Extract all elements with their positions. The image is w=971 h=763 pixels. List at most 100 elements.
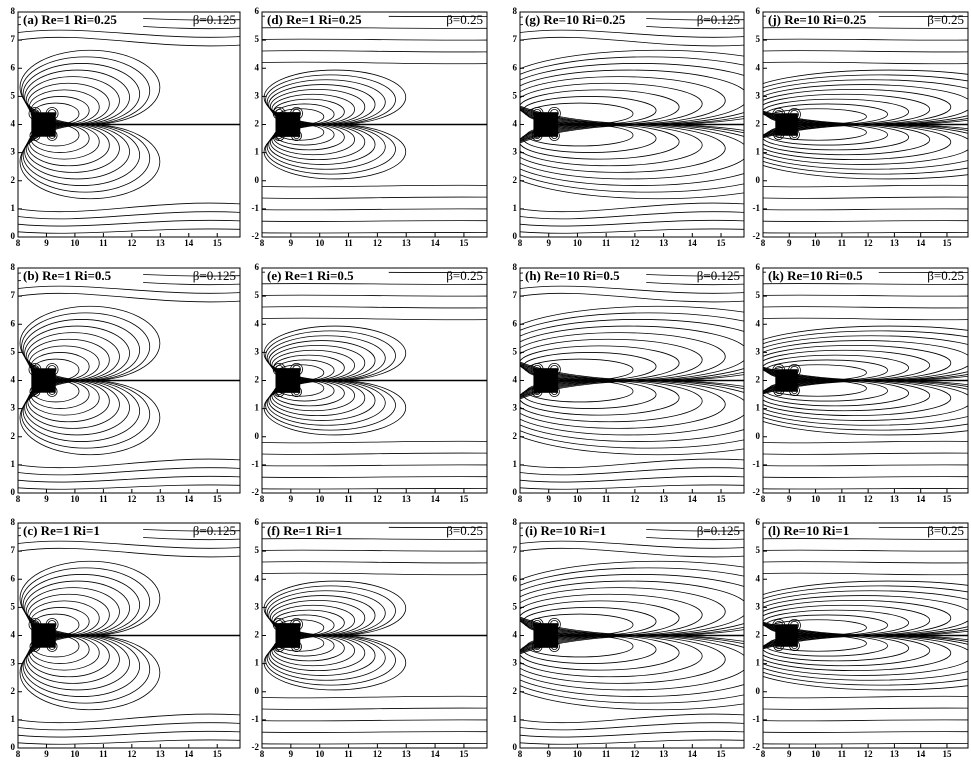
y-tick-label: 1 <box>255 147 260 157</box>
x-tick-label: 9 <box>289 749 294 759</box>
y-tick-label: 1 <box>756 403 761 413</box>
x-tick-label: 8 <box>518 494 523 504</box>
streamline <box>262 572 487 576</box>
x-tick-label: 12 <box>864 749 874 759</box>
obstacle <box>775 624 798 647</box>
title-bg <box>766 524 879 538</box>
panel-title: (b) Re=1 Ri=0.5 <box>23 268 112 283</box>
streamline <box>18 730 240 738</box>
y-tick-label: 2 <box>513 686 518 696</box>
panel-title: (i) Re=10 Ri=1 <box>525 523 606 538</box>
streamline <box>262 294 487 297</box>
y-tick-label: 8 <box>11 6 16 16</box>
streamlines <box>18 15 240 234</box>
y-tick-label: 0 <box>255 431 260 441</box>
x-tick-label: 10 <box>315 494 325 504</box>
y-tick-label: -1 <box>753 714 761 724</box>
streamline <box>520 228 744 234</box>
streamline <box>520 484 744 490</box>
x-tick-label: 11 <box>602 749 611 759</box>
y-tick-label: 1 <box>756 147 761 157</box>
x-tick-label: 13 <box>659 749 669 759</box>
streamline <box>262 731 487 733</box>
streamline <box>520 547 744 558</box>
y-tick-label: -1 <box>252 459 260 469</box>
streamline <box>262 549 487 552</box>
y-tick-label: 8 <box>513 6 518 16</box>
streamline <box>262 50 487 53</box>
x-tick-label: 10 <box>811 238 821 248</box>
y-tick-label: -1 <box>753 203 761 213</box>
obstacle <box>533 623 559 648</box>
y-tick-label: 1 <box>11 714 16 724</box>
panel-annotation: β=0.25 <box>446 268 483 283</box>
y-tick-label: 5 <box>756 34 761 44</box>
y-tick-label: 3 <box>255 601 260 611</box>
x-tick-label: 9 <box>546 749 551 759</box>
y-tick-label: 7 <box>513 34 518 44</box>
x-tick-label: 8 <box>761 494 766 504</box>
streamline <box>18 36 240 47</box>
x-tick-label: 11 <box>838 749 847 759</box>
streamline <box>763 208 968 211</box>
panel-annotation: β=0.125 <box>697 523 740 538</box>
y-tick-label: 4 <box>11 630 16 640</box>
obstacle <box>533 368 559 393</box>
x-tick-label: 15 <box>459 749 469 759</box>
y-tick-label: 2 <box>513 175 518 185</box>
streamline <box>763 476 968 478</box>
x-tick-label: 14 <box>916 749 926 759</box>
x-tick-label: 10 <box>70 749 80 759</box>
y-tick-label: 6 <box>513 318 518 328</box>
streamline <box>262 476 487 478</box>
panel-annotation: β=0.25 <box>927 523 964 538</box>
streamline <box>520 713 744 724</box>
y-tick-label: 8 <box>11 517 16 527</box>
y-tick-label: 2 <box>756 630 761 640</box>
streamline <box>520 512 744 513</box>
streamline <box>262 440 487 444</box>
y-tick-label: 6 <box>513 62 518 72</box>
obstacle <box>775 369 798 392</box>
y-tick-label: 1 <box>513 714 518 724</box>
streamline <box>520 730 744 738</box>
streamlines <box>262 526 487 745</box>
x-tick-label: 8 <box>260 494 265 504</box>
x-tick-label: 9 <box>546 494 551 504</box>
y-tick-label: 0 <box>513 487 518 497</box>
title-bg <box>265 524 389 538</box>
y-tick-label: 2 <box>11 431 16 441</box>
x-tick-label: 15 <box>942 749 952 759</box>
streamline <box>18 211 240 220</box>
y-tick-label: -1 <box>252 203 260 213</box>
streamline <box>763 38 968 41</box>
x-tick-label: 11 <box>99 749 108 759</box>
y-tick-label: 0 <box>255 175 260 185</box>
x-tick-label: 15 <box>717 749 727 759</box>
streamlines <box>520 512 744 745</box>
streamline <box>262 27 487 29</box>
title-bg <box>21 13 144 27</box>
obstacle <box>775 113 798 136</box>
streamline <box>18 739 240 745</box>
streamline <box>262 488 487 490</box>
y-tick-label: 7 <box>11 545 16 555</box>
streamline <box>18 292 240 303</box>
y-tick-label: 3 <box>255 90 260 100</box>
x-tick-label: 12 <box>373 749 383 759</box>
obstacle <box>275 368 301 393</box>
x-tick-label: 12 <box>630 749 640 759</box>
x-tick-label: 10 <box>315 238 325 248</box>
y-tick-label: 5 <box>255 290 260 300</box>
x-tick-label: 12 <box>127 494 137 504</box>
y-tick-label: 2 <box>756 119 761 129</box>
y-tick-label: 0 <box>11 231 16 241</box>
x-tick-label: 8 <box>260 749 265 759</box>
streamline <box>763 220 968 222</box>
y-tick-label: 5 <box>11 90 16 100</box>
